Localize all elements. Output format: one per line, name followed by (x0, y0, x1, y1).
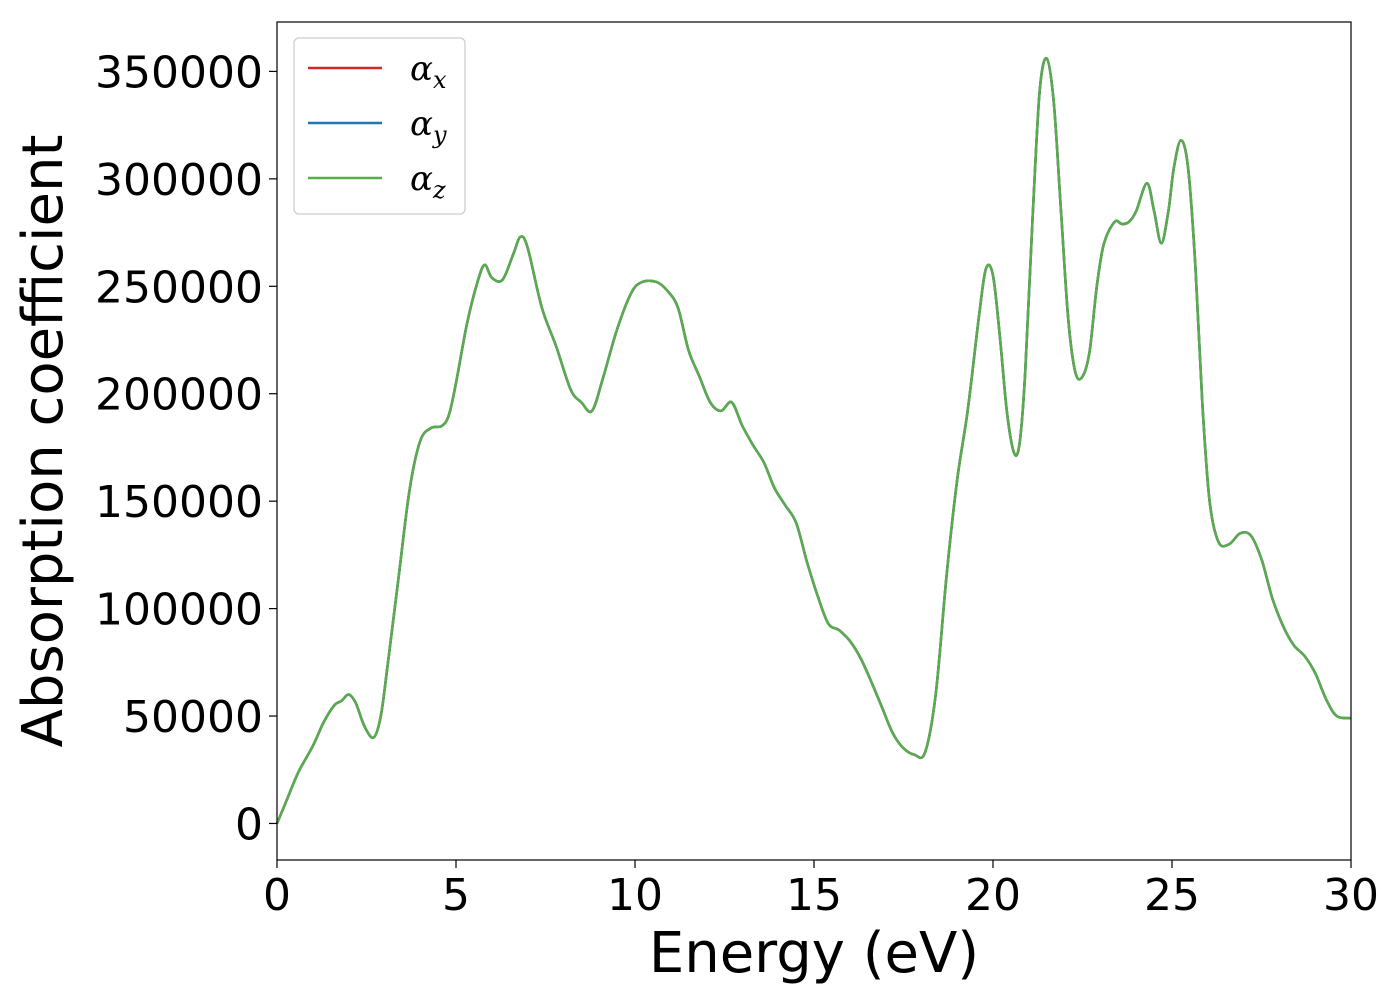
legend-label-base: α (410, 159, 433, 199)
series-layer (275, 57, 1352, 824)
x-tick-label: 10 (607, 870, 663, 921)
legend-label-sub: z (432, 176, 446, 204)
x-axis: 0 5 10 15 20 25 30 (263, 860, 1379, 921)
y-axis-label: Absorption coefficient (11, 135, 76, 748)
x-axis-label: Energy (eV) (649, 921, 979, 986)
series-line-z-3 (275, 57, 1352, 824)
y-tick-label: 250000 (95, 262, 263, 313)
y-tick-label: 150000 (95, 477, 263, 528)
legend-box (293, 37, 466, 215)
x-tick-label: 15 (786, 870, 842, 921)
legend-label-sub: y (432, 121, 447, 149)
legend-label-sub: x (433, 66, 447, 94)
y-tick-label: 0 (235, 799, 263, 850)
x-tick-label: 5 (442, 870, 470, 921)
y-axis: 0 50000 100000 150000 200000 250000 300000 3500… (95, 47, 277, 850)
x-tick-label: 20 (965, 870, 1021, 921)
y-tick-label: 200000 (95, 370, 263, 421)
legend-label-base: α (410, 104, 433, 144)
legend-label-x: αx (410, 49, 447, 94)
legend-label-y: αy (410, 104, 447, 149)
x-tick-label: 25 (1144, 870, 1200, 921)
legend-label-base: α (410, 49, 433, 89)
legend-label-z: αz (410, 159, 446, 204)
y-tick-label: 100000 (95, 585, 263, 636)
y-tick-label: 50000 (123, 692, 263, 743)
x-tick-label: 30 (1323, 870, 1379, 921)
x-tick-label: 0 (263, 870, 291, 921)
y-tick-label: 350000 (95, 47, 263, 98)
y-tick-label: 300000 (95, 155, 263, 206)
